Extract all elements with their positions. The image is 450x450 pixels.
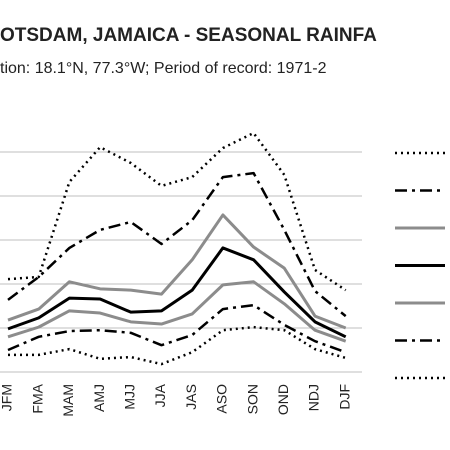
x-tick-label: AMJ <box>91 384 107 412</box>
x-tick-label: NDJ <box>306 384 322 411</box>
series-line <box>7 246 347 339</box>
x-tick-label: OND <box>275 384 291 415</box>
x-tick-label: MAM <box>60 384 76 417</box>
series-line <box>8 325 347 366</box>
chart-title: OTSDAM, JAMAICA - SEASONAL RAINFA <box>0 25 377 46</box>
series-line <box>7 280 347 343</box>
x-tick-label: JFM <box>0 384 15 411</box>
series-line <box>7 303 347 354</box>
series-line <box>7 213 347 330</box>
x-tick-label: SON <box>244 384 260 414</box>
x-tick-label: DJF <box>336 384 352 410</box>
chart-subtitle: tion: 18.1°N, 77.3°W; Period of record: … <box>0 60 327 77</box>
x-tick-label: ASO <box>214 384 230 414</box>
x-tick-label: JJA <box>152 383 168 407</box>
series-line <box>7 171 347 318</box>
x-tick-label: FMA <box>29 383 45 413</box>
series-line <box>7 131 347 292</box>
x-tick-label: MJJ <box>122 384 138 410</box>
x-tick-label: JAS <box>183 384 199 410</box>
